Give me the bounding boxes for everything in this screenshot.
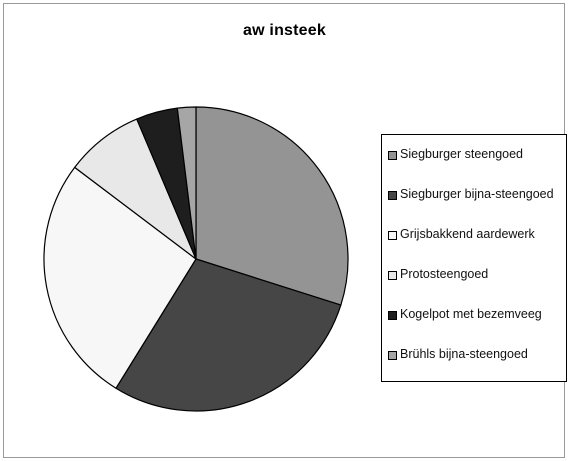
legend-swatch	[388, 271, 397, 280]
legend-swatch	[388, 231, 397, 240]
pie-slice	[115, 258, 342, 412]
pie-slice	[195, 106, 349, 306]
chart-title: aw insteek	[243, 22, 326, 39]
legend-swatch	[388, 151, 397, 160]
legend-label: Siegburger steengoed	[400, 147, 524, 161]
legend: Siegburger steengoed Siegburger bijna-st…	[381, 134, 567, 382]
legend-label: Kogelpot met bezemveeg	[400, 307, 542, 321]
legend-label: Grijsbakkend aardewerk	[400, 227, 535, 241]
legend-swatch	[388, 311, 397, 320]
pie-slice	[176, 106, 197, 260]
legend-label: Brühls bijna-steengoed	[400, 347, 528, 361]
legend-swatch	[388, 191, 397, 200]
pie-slice	[43, 166, 197, 389]
legend-swatch	[388, 351, 397, 360]
legend-label: Siegburger bijna-steengoed	[400, 187, 554, 201]
legend-label: Protosteengoed	[400, 267, 489, 281]
